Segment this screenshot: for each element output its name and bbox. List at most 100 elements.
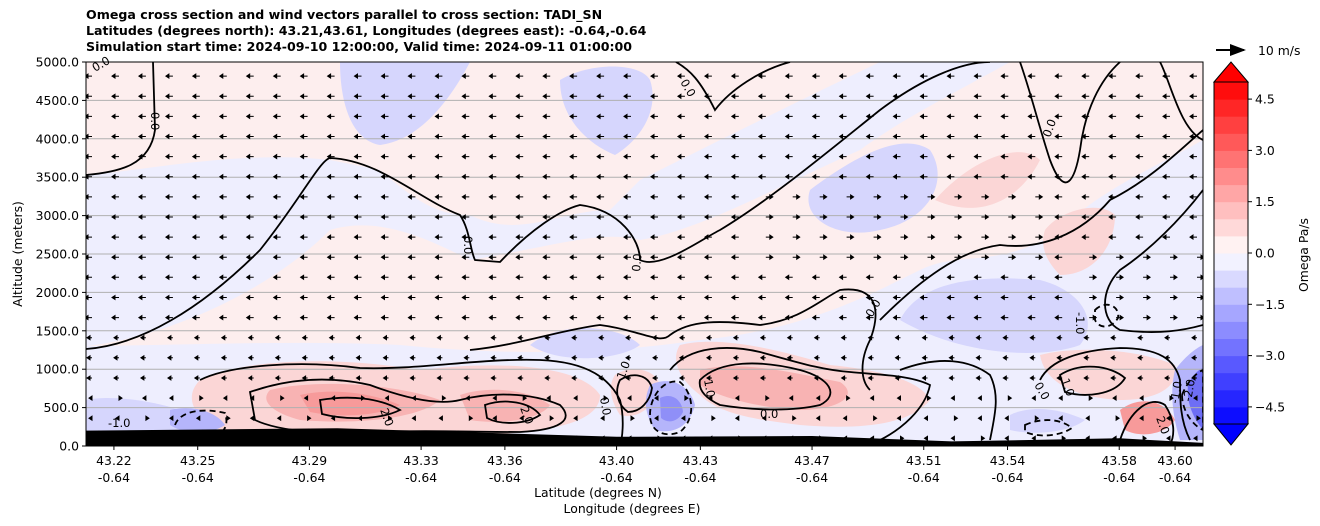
terrain	[86, 428, 1203, 446]
wind-vector	[630, 415, 635, 422]
wind-vector	[492, 415, 497, 422]
wind-vector	[705, 375, 712, 381]
wind-vector	[488, 113, 497, 120]
x-tick-label-lon: -0.64	[908, 470, 940, 485]
wind-vector	[680, 415, 686, 422]
wind-vector	[218, 314, 227, 321]
wind-vector	[1162, 73, 1170, 80]
colorbar-segment	[1214, 406, 1248, 425]
wind-vector	[1008, 193, 1017, 200]
x-tick-label-lon: -0.64	[1159, 470, 1191, 485]
wind-vector	[892, 113, 901, 120]
wind-vector	[272, 214, 281, 220]
contour-label: 0.0	[1040, 117, 1059, 139]
wind-vector	[819, 214, 828, 220]
wind-vector	[811, 294, 820, 301]
wind-vector	[757, 294, 766, 301]
chart-title: Omega cross section and wind vectors par…	[86, 7, 646, 55]
wind-vector	[838, 153, 847, 160]
wind-vector	[865, 153, 874, 160]
wind-vector	[840, 334, 847, 341]
wind-vector	[1061, 435, 1067, 442]
wind-vector	[873, 234, 882, 241]
wind-vector	[330, 415, 336, 422]
wind-vector	[676, 113, 685, 120]
wind-vector	[954, 254, 963, 261]
x-tick-label-lat: 43.36	[487, 453, 523, 468]
wind-vector	[1008, 254, 1017, 261]
wind-vector	[463, 375, 470, 381]
wind-vector	[434, 153, 443, 160]
wind-vector	[892, 314, 901, 321]
wind-vector	[407, 73, 416, 80]
wind-vector	[164, 113, 173, 120]
contour-label-group: 0.0 0.0 0.0 0.0 0.0 0.0 0.0 -1.0 -1.0 2.…	[90, 53, 1198, 436]
wind-vector	[1108, 153, 1117, 160]
wind-vector	[1166, 415, 1171, 422]
wind-vector	[247, 375, 254, 381]
contour-two-low-mid	[483, 400, 542, 424]
contour-label: -1.0	[1073, 312, 1087, 334]
wind-vector	[973, 133, 982, 140]
wind-vector	[892, 93, 901, 100]
wind-vector	[436, 334, 443, 341]
wind-vector	[353, 153, 362, 160]
wind-vector	[730, 314, 739, 321]
wind-vector	[517, 354, 524, 361]
contour-zero-mid	[469, 288, 877, 391]
wind-vector	[193, 375, 200, 381]
wind-vector	[274, 334, 281, 341]
wind-vector	[272, 274, 281, 281]
wind-vector	[299, 294, 308, 301]
wind-vector	[623, 294, 631, 301]
wind-vector	[380, 214, 389, 220]
wind-vector	[811, 133, 820, 140]
wind-vector	[272, 113, 281, 120]
wind-vector	[407, 254, 416, 261]
wind-vector	[1081, 93, 1090, 100]
wind-vector	[1191, 334, 1197, 341]
wind-vector	[86, 375, 92, 381]
wind-vector	[111, 133, 119, 140]
wind-vector	[515, 214, 524, 220]
contour-lines	[86, 62, 1203, 446]
wind-vector	[819, 254, 828, 261]
wind-vector	[137, 133, 146, 140]
wind-vector	[218, 133, 227, 140]
wind-vector	[380, 93, 389, 100]
wind-vector	[357, 415, 362, 422]
wind-vector	[623, 234, 631, 241]
wind-vector	[1058, 415, 1063, 422]
wind-vector	[1054, 113, 1063, 120]
wind-vector	[734, 415, 740, 422]
wind-vector	[1027, 153, 1036, 160]
wind-vector	[977, 395, 982, 402]
wind-vector	[977, 415, 982, 422]
wind-vector	[1110, 334, 1117, 341]
wind-vector	[164, 133, 173, 140]
wind-vector	[838, 173, 847, 180]
wind-vector	[1193, 395, 1198, 402]
wind-vector	[676, 274, 685, 281]
colorbar-segment	[1214, 99, 1248, 117]
wind-vector	[1054, 73, 1063, 80]
wind-vector	[573, 415, 578, 422]
wind-vector	[703, 173, 712, 180]
wind-vector	[650, 193, 658, 200]
wind-vector	[1170, 254, 1178, 261]
wind-vector	[355, 375, 362, 381]
wind-vector	[1108, 93, 1117, 100]
wind-vector	[676, 234, 685, 241]
wind-vector	[461, 113, 470, 120]
wind-vector	[1108, 113, 1117, 120]
wind-vector	[111, 254, 119, 261]
wind-vector	[892, 153, 901, 160]
wind-vector	[407, 173, 416, 180]
omega-fill-pos-right-2	[1043, 207, 1115, 275]
x-tick-label-lon: -0.64	[991, 470, 1023, 485]
wind-vector	[705, 354, 712, 361]
wind-vector	[927, 193, 936, 200]
wind-vector	[164, 73, 173, 80]
wind-vector	[573, 395, 578, 402]
wind-vector	[1007, 395, 1013, 402]
